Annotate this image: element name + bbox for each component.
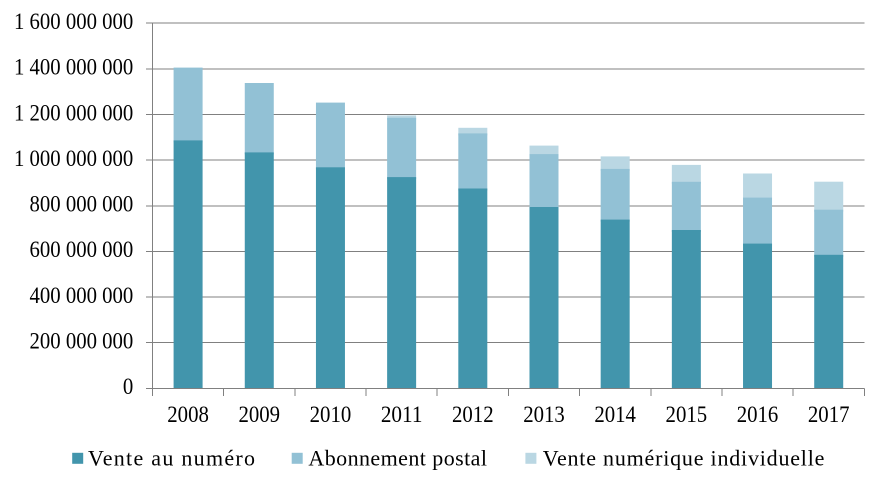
svg-text:Vente au numéro: Vente au numéro bbox=[88, 445, 255, 470]
svg-text:Abonnement postal: Abonnement postal bbox=[308, 445, 487, 470]
svg-text:1 600 000 000: 1 600 000 000 bbox=[14, 9, 133, 34]
svg-text:2008: 2008 bbox=[167, 402, 209, 427]
svg-text:2015: 2015 bbox=[666, 402, 708, 427]
svg-text:2013: 2013 bbox=[523, 402, 565, 427]
svg-text:1 400 000 000: 1 400 000 000 bbox=[14, 55, 133, 80]
svg-text:400 000 000: 400 000 000 bbox=[30, 283, 134, 308]
svg-text:2009: 2009 bbox=[238, 402, 280, 427]
svg-text:2016: 2016 bbox=[737, 402, 779, 427]
svg-text:1 000 000 000: 1 000 000 000 bbox=[14, 146, 133, 171]
svg-text:200 000 000: 200 000 000 bbox=[30, 328, 134, 353]
svg-text:0: 0 bbox=[123, 374, 133, 399]
svg-text:2017: 2017 bbox=[808, 402, 850, 427]
svg-text:600 000 000: 600 000 000 bbox=[30, 237, 134, 262]
svg-text:2012: 2012 bbox=[452, 402, 494, 427]
svg-text:Vente numérique individuelle: Vente numérique individuelle bbox=[543, 445, 825, 470]
svg-text:1 200 000 000: 1 200 000 000 bbox=[14, 100, 133, 125]
svg-text:2014: 2014 bbox=[594, 402, 636, 427]
svg-text:800 000 000: 800 000 000 bbox=[30, 192, 134, 217]
svg-text:2011: 2011 bbox=[381, 402, 423, 427]
svg-text:2010: 2010 bbox=[310, 402, 352, 427]
